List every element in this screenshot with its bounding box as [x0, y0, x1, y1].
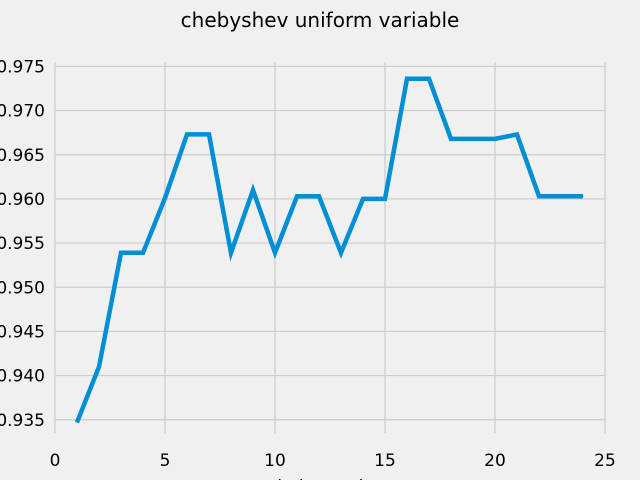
y-tick-label: 0.975 — [0, 57, 45, 77]
y-tick-label: 0.970 — [0, 102, 45, 122]
y-tick-label: 0.945 — [0, 322, 45, 342]
y-tick-label: 0.940 — [0, 367, 45, 387]
data-point — [494, 138, 496, 140]
y-tick-label: 0.955 — [0, 234, 45, 254]
data-point — [406, 78, 408, 80]
data-point — [428, 78, 430, 80]
data-point — [274, 252, 276, 254]
data-point — [384, 198, 386, 200]
data-point — [538, 195, 540, 197]
y-tick-label: 0.950 — [0, 278, 45, 298]
data-point — [340, 252, 342, 254]
x-tick-label: 0 — [50, 451, 61, 471]
x-tick-label: 10 — [264, 451, 286, 471]
y-tick-label: 0.965 — [0, 146, 45, 166]
data-point — [296, 195, 298, 197]
data-point — [120, 252, 122, 254]
x-axis-label: index_series — [277, 477, 382, 480]
data-point — [560, 195, 562, 197]
data-point — [252, 189, 254, 191]
data-point — [186, 133, 188, 135]
y-tick-label: 0.960 — [0, 190, 45, 210]
data-point — [98, 366, 100, 368]
data-point — [164, 197, 166, 199]
grid — [54, 62, 606, 433]
data-point — [230, 252, 232, 254]
data-point — [472, 138, 474, 140]
data-point — [362, 198, 364, 200]
data-point — [582, 195, 584, 197]
x-tick-label: 20 — [484, 451, 506, 471]
series-line — [74, 76, 583, 424]
data-point — [142, 252, 144, 254]
x-tick-label: 5 — [160, 451, 171, 471]
data-point — [318, 195, 320, 197]
y-tick-label: 0.935 — [0, 411, 45, 431]
data-point — [208, 133, 210, 135]
data-point — [516, 133, 518, 135]
x-tick-label: 15 — [374, 451, 396, 471]
x-tick-label: 25 — [594, 451, 616, 471]
tick-labels: 0 5 10 15 20 25 0.935 0.940 0.945 0.950 0.955 0.960… — [0, 57, 616, 471]
chart-title: chebyshev uniform variable — [181, 8, 460, 32]
data-point — [76, 421, 78, 423]
data-point — [450, 138, 452, 140]
series — [74, 76, 584, 424]
